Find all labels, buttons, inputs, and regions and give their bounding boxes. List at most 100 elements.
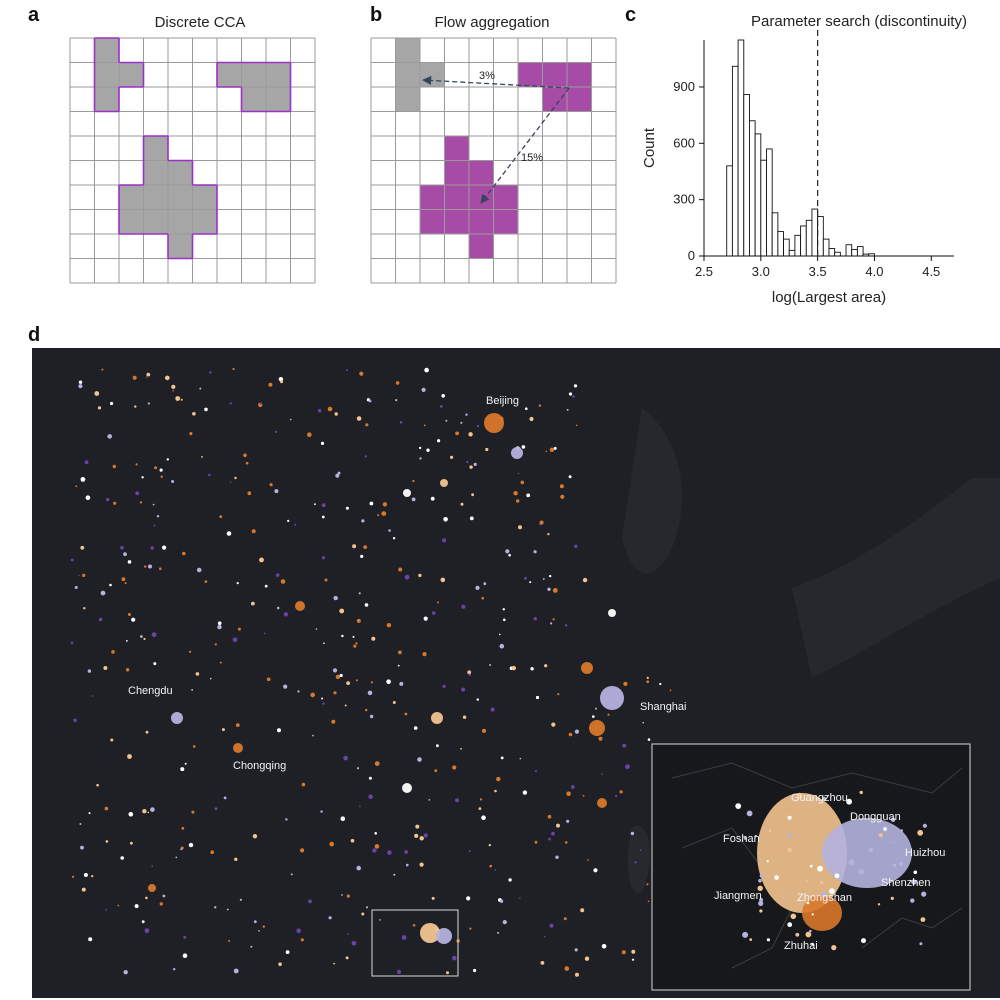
urban-cluster-dot: [180, 398, 183, 401]
urban-cluster-dot: [165, 375, 170, 381]
urban-cluster-dot: [350, 838, 355, 843]
histogram-bar: [743, 94, 750, 257]
flow-label-3pct: 3%: [479, 70, 495, 82]
urban-cluster-dot: [469, 465, 473, 469]
flow-magenta-cell: [444, 185, 469, 210]
histogram-bar: [726, 165, 733, 257]
urban-cluster-dot: [315, 628, 318, 630]
metro-cluster: [295, 601, 305, 611]
inset-cluster-dot: [829, 888, 835, 894]
urban-cluster-dot: [333, 595, 338, 601]
urban-cluster-dot: [111, 650, 115, 654]
flow-magenta-cell: [444, 160, 469, 185]
urban-cluster-dot: [481, 596, 485, 600]
urban-cluster-dot: [280, 380, 284, 384]
inset-cluster-dot: [890, 817, 896, 822]
metro-cluster: [484, 413, 504, 433]
histogram-bar: [845, 244, 853, 257]
urban-cluster-dot: [406, 863, 409, 867]
urban-cluster-dot: [229, 402, 232, 405]
inset-label-jiangmen: Jiangmen: [714, 890, 762, 902]
urban-cluster-dot: [232, 637, 238, 642]
urban-cluster-dot: [669, 689, 672, 691]
urban-cluster-dot: [234, 476, 237, 480]
urban-cluster-dot: [345, 956, 349, 960]
urban-cluster-dot: [442, 684, 446, 688]
urban-cluster-dot: [401, 935, 407, 940]
urban-cluster-dot: [450, 455, 454, 459]
urban-cluster-dot: [530, 667, 534, 671]
urban-cluster-dot: [275, 573, 280, 577]
urban-cluster-dot: [188, 842, 194, 848]
urban-cluster-dot: [323, 642, 325, 644]
urban-cluster-dot: [625, 764, 630, 770]
urban-cluster-dot: [333, 962, 336, 965]
landmass-japan: [792, 478, 1000, 678]
urban-cluster-dot: [245, 461, 249, 465]
urban-cluster-dot: [529, 416, 534, 422]
urban-cluster-dot: [124, 582, 127, 585]
urban-cluster-dot: [398, 650, 402, 655]
urban-cluster-dot: [131, 617, 136, 622]
urban-cluster-dot: [134, 904, 139, 909]
y-axis-label: Count: [641, 127, 658, 168]
cca-cell: [168, 160, 193, 185]
cca-cell: [143, 185, 168, 210]
urban-cluster-dot: [519, 757, 522, 760]
urban-cluster-dot: [234, 857, 238, 861]
city-label-chengdu: Chengdu: [128, 685, 173, 697]
urban-cluster-dot: [379, 919, 381, 921]
metro-cluster: [420, 923, 440, 943]
urban-cluster-dot: [120, 545, 124, 550]
urban-cluster-dot: [141, 476, 144, 479]
cca-cell: [94, 87, 119, 112]
flow-gray-cell: [395, 62, 420, 87]
urban-cluster-dot: [374, 844, 380, 849]
urban-cluster-dot: [564, 966, 570, 971]
inset-cluster-dot: [758, 878, 762, 883]
urban-cluster-dot: [455, 798, 460, 803]
urban-cluster-dot: [352, 635, 355, 638]
urban-cluster-dot: [533, 550, 537, 554]
inset-boundary: [861, 907, 963, 949]
inset-cluster-dot: [892, 863, 897, 868]
urban-cluster-dot: [235, 723, 240, 727]
urban-cluster-dot: [139, 501, 143, 504]
urban-cluster-dot: [196, 567, 202, 573]
flow-magenta-cell: [469, 160, 494, 185]
urban-cluster-dot: [154, 466, 158, 470]
urban-cluster-dot: [104, 806, 109, 811]
x-tick-label: 3.0: [752, 264, 770, 279]
inset-cluster-dot: [910, 898, 915, 903]
inset-label-foshan: Foshan: [723, 833, 760, 845]
urban-cluster-dot: [85, 495, 91, 500]
urban-cluster-dot: [592, 715, 595, 718]
urban-cluster-dot: [120, 856, 124, 860]
urban-cluster-dot: [460, 747, 462, 750]
urban-cluster-dot: [639, 849, 642, 852]
urban-cluster-dot: [214, 643, 217, 646]
urban-cluster-dot: [575, 424, 578, 427]
inset-cluster-dot: [805, 931, 812, 938]
flow-gray-cell: [395, 38, 420, 63]
urban-cluster-dot: [126, 640, 128, 642]
urban-cluster-dot: [312, 734, 314, 737]
urban-cluster-dot: [360, 554, 364, 558]
histogram-bar: [805, 219, 813, 257]
urban-cluster-dot: [517, 472, 520, 475]
urban-cluster-dot: [364, 603, 369, 607]
cca-cell: [168, 185, 193, 210]
urban-cluster-dot: [432, 611, 436, 615]
urban-cluster-dot: [374, 832, 378, 835]
urban-cluster-dot: [359, 371, 364, 376]
inset-cluster-dot: [920, 917, 926, 922]
urban-cluster-dot: [520, 480, 525, 485]
inset-label-guangzhou: Guangzhou: [791, 792, 848, 804]
urban-cluster-dot: [542, 578, 545, 580]
urban-cluster-dot: [478, 807, 482, 810]
urban-cluster-dot: [340, 816, 346, 821]
urban-cluster-dot: [300, 848, 305, 853]
metro-cluster: [589, 720, 605, 736]
urban-cluster-dot: [88, 812, 91, 815]
cca-cell: [94, 38, 119, 63]
